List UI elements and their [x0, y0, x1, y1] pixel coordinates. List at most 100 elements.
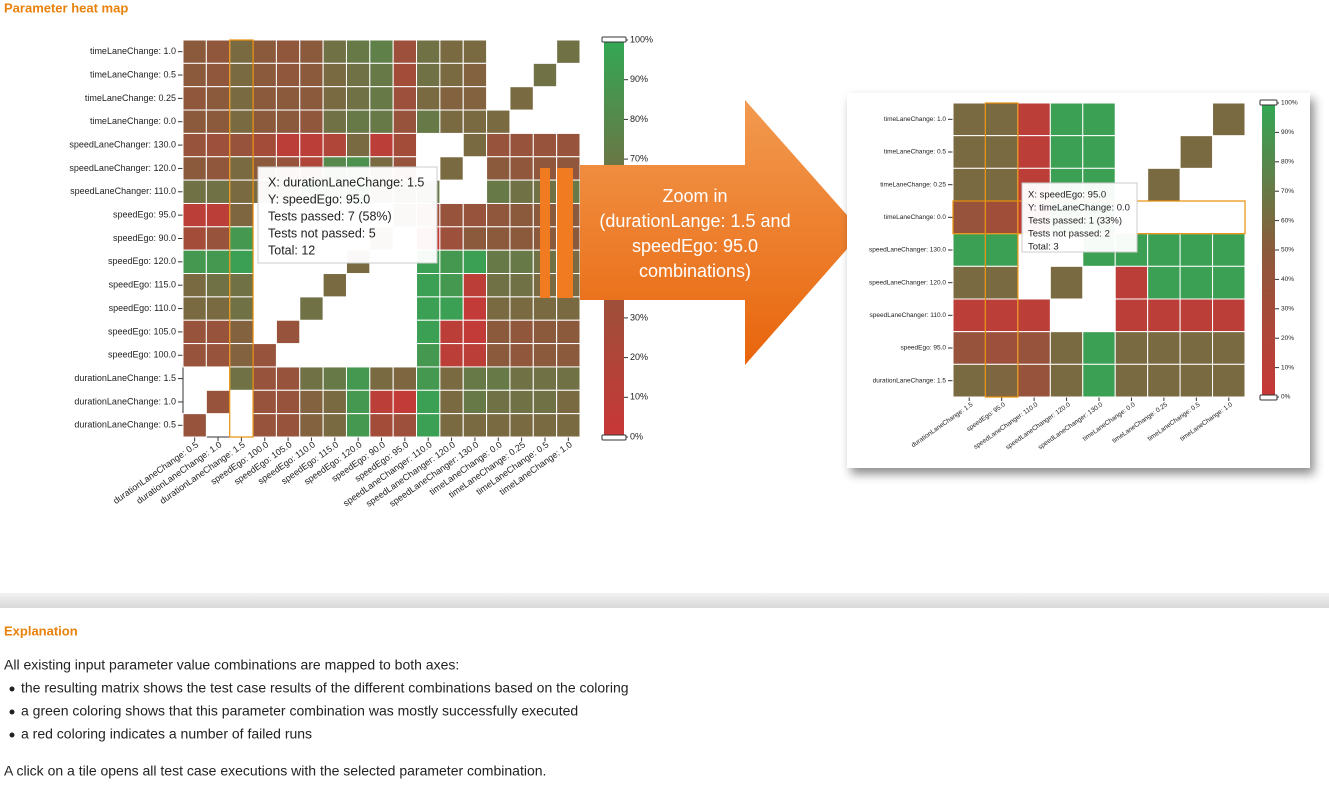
heatmap-cell — [1114, 363, 1149, 398]
heatmap-cell — [532, 389, 558, 415]
heatmap-cell — [509, 226, 534, 251]
heatmap-cell — [205, 343, 231, 368]
heatmap-cell — [229, 226, 254, 251]
heatmap-cell — [984, 298, 1019, 333]
colorbar-tick-label: 100% — [630, 34, 653, 44]
heatmap-cell — [509, 179, 534, 204]
y-tick-label: speedLaneChanger: 130.0 — [869, 247, 946, 254]
heatmap-cell — [275, 39, 301, 64]
heatmap-cell — [275, 109, 301, 134]
heatmap-cell — [182, 413, 207, 438]
heatmap-cell — [1147, 363, 1181, 398]
heatmap-cell — [182, 132, 207, 158]
heatmap-cell — [252, 389, 277, 415]
heatmap-cell — [532, 366, 558, 391]
heatmap-cell — [416, 343, 441, 368]
tooltip — [257, 166, 438, 264]
highlight-bar — [540, 168, 550, 298]
heatmap-cell — [1017, 135, 1051, 169]
heatmap-cell — [486, 132, 511, 158]
heatmap-cell — [252, 413, 277, 438]
tooltip-line: X: durationLaneChange: 1.5 — [268, 175, 424, 189]
heatmap-cell — [229, 179, 254, 204]
callout-line: (durationLange: 1.5 and — [599, 211, 790, 231]
y-tick-label: speedEgo: 100.0 — [108, 350, 176, 360]
selection-outline — [984, 102, 1019, 398]
tooltip-line: Y: speedEgo: 95.0 — [268, 192, 370, 206]
heatmap-cell — [275, 132, 301, 158]
heatmap-cell — [1212, 298, 1246, 333]
heatmap-cell — [229, 156, 254, 181]
heatmap-cell — [369, 39, 394, 64]
heatmap-cell — [275, 413, 301, 438]
bullet-text: a green coloring shows that this paramet… — [21, 703, 578, 719]
y-tick-label: timeLaneChange: 0.0 — [884, 214, 947, 221]
heatmap-cell — [439, 86, 464, 111]
bullet-text: a red coloring indicates a number of fai… — [21, 726, 312, 742]
heatmap-cell — [345, 413, 371, 438]
heatmap-cell — [205, 202, 231, 228]
colorbar-handle — [1259, 394, 1278, 401]
heatmap-cell — [509, 413, 534, 438]
heatmap-cell — [1212, 363, 1246, 398]
heatmap-cell — [369, 413, 394, 438]
heatmap-cell — [486, 179, 511, 204]
heatmap-cell — [416, 86, 441, 111]
heatmap-cell — [486, 226, 511, 251]
heatmap-cell — [509, 249, 534, 275]
heatmap-cell — [369, 389, 394, 415]
heatmap-cell — [299, 132, 324, 158]
tooltip-line: Y: timeLaneChange: 0.0 — [1028, 203, 1130, 214]
heatmap-cell — [486, 413, 511, 438]
colorbar-tick-label: 20% — [1281, 335, 1294, 342]
heatmap-cell — [486, 366, 511, 391]
y-tick-label: speedLaneChanger: 120.0 — [69, 163, 176, 173]
heatmap-cell — [952, 233, 986, 267]
heatmap-cell — [299, 366, 324, 391]
explanation: Explanation All existing input parameter … — [4, 623, 629, 778]
heatmap-cell — [416, 109, 441, 134]
y-tick-label: speedEgo: 95.0 — [113, 210, 176, 220]
paragraph: A click on a tile opens all test case ex… — [4, 763, 546, 779]
heatmap-cell — [984, 233, 1019, 267]
heatmap-cell — [532, 62, 558, 88]
heatmap-cell — [486, 109, 511, 134]
colorbar-handle — [601, 36, 627, 43]
heatmap-cell — [486, 343, 511, 368]
heatmap-cell — [556, 413, 581, 438]
heatmap-cell — [1049, 265, 1084, 300]
heatmap-cell — [439, 156, 464, 181]
heatmap-cell — [1082, 331, 1116, 365]
bullet — [9, 686, 15, 692]
paragraph: All existing input parameter value combi… — [4, 657, 459, 673]
heatmap-cell — [369, 132, 394, 158]
tooltip-line: Tests not passed: 5 — [268, 226, 376, 240]
heatmap-cell — [299, 62, 324, 88]
heatmap-cell — [509, 389, 534, 415]
heatmap-cell — [322, 413, 347, 438]
heatmap-cell — [439, 413, 464, 438]
y-tick-label: durationLaneChange: 1.5 — [74, 373, 176, 383]
heatmap-cell — [252, 109, 277, 134]
heatmap-cell — [439, 273, 464, 298]
heatmap-cell — [509, 296, 534, 321]
heatmap-cell — [252, 343, 277, 368]
y-tick-label: timeLaneChange: 0.25 — [85, 93, 176, 103]
heatmap-cell — [532, 413, 558, 438]
heatmap-cell — [984, 363, 1019, 398]
heatmap-cell — [416, 62, 441, 88]
heatmap-cell — [952, 167, 986, 202]
heatmap-cell — [182, 226, 207, 251]
heatmap-cell — [392, 132, 418, 158]
heatmap-cell — [416, 273, 441, 298]
heatmap-cell — [462, 413, 488, 438]
heatmap-cell — [252, 62, 277, 88]
heatmap-cell — [556, 366, 581, 391]
tooltip-line: Total: 12 — [268, 243, 315, 257]
tooltip — [1021, 182, 1138, 253]
heatmap-cell — [486, 156, 511, 181]
y-tick-label: timeLaneChange: 1.0 — [884, 116, 947, 123]
heatmap-cell — [322, 86, 347, 111]
heatmap-cell — [229, 343, 254, 368]
